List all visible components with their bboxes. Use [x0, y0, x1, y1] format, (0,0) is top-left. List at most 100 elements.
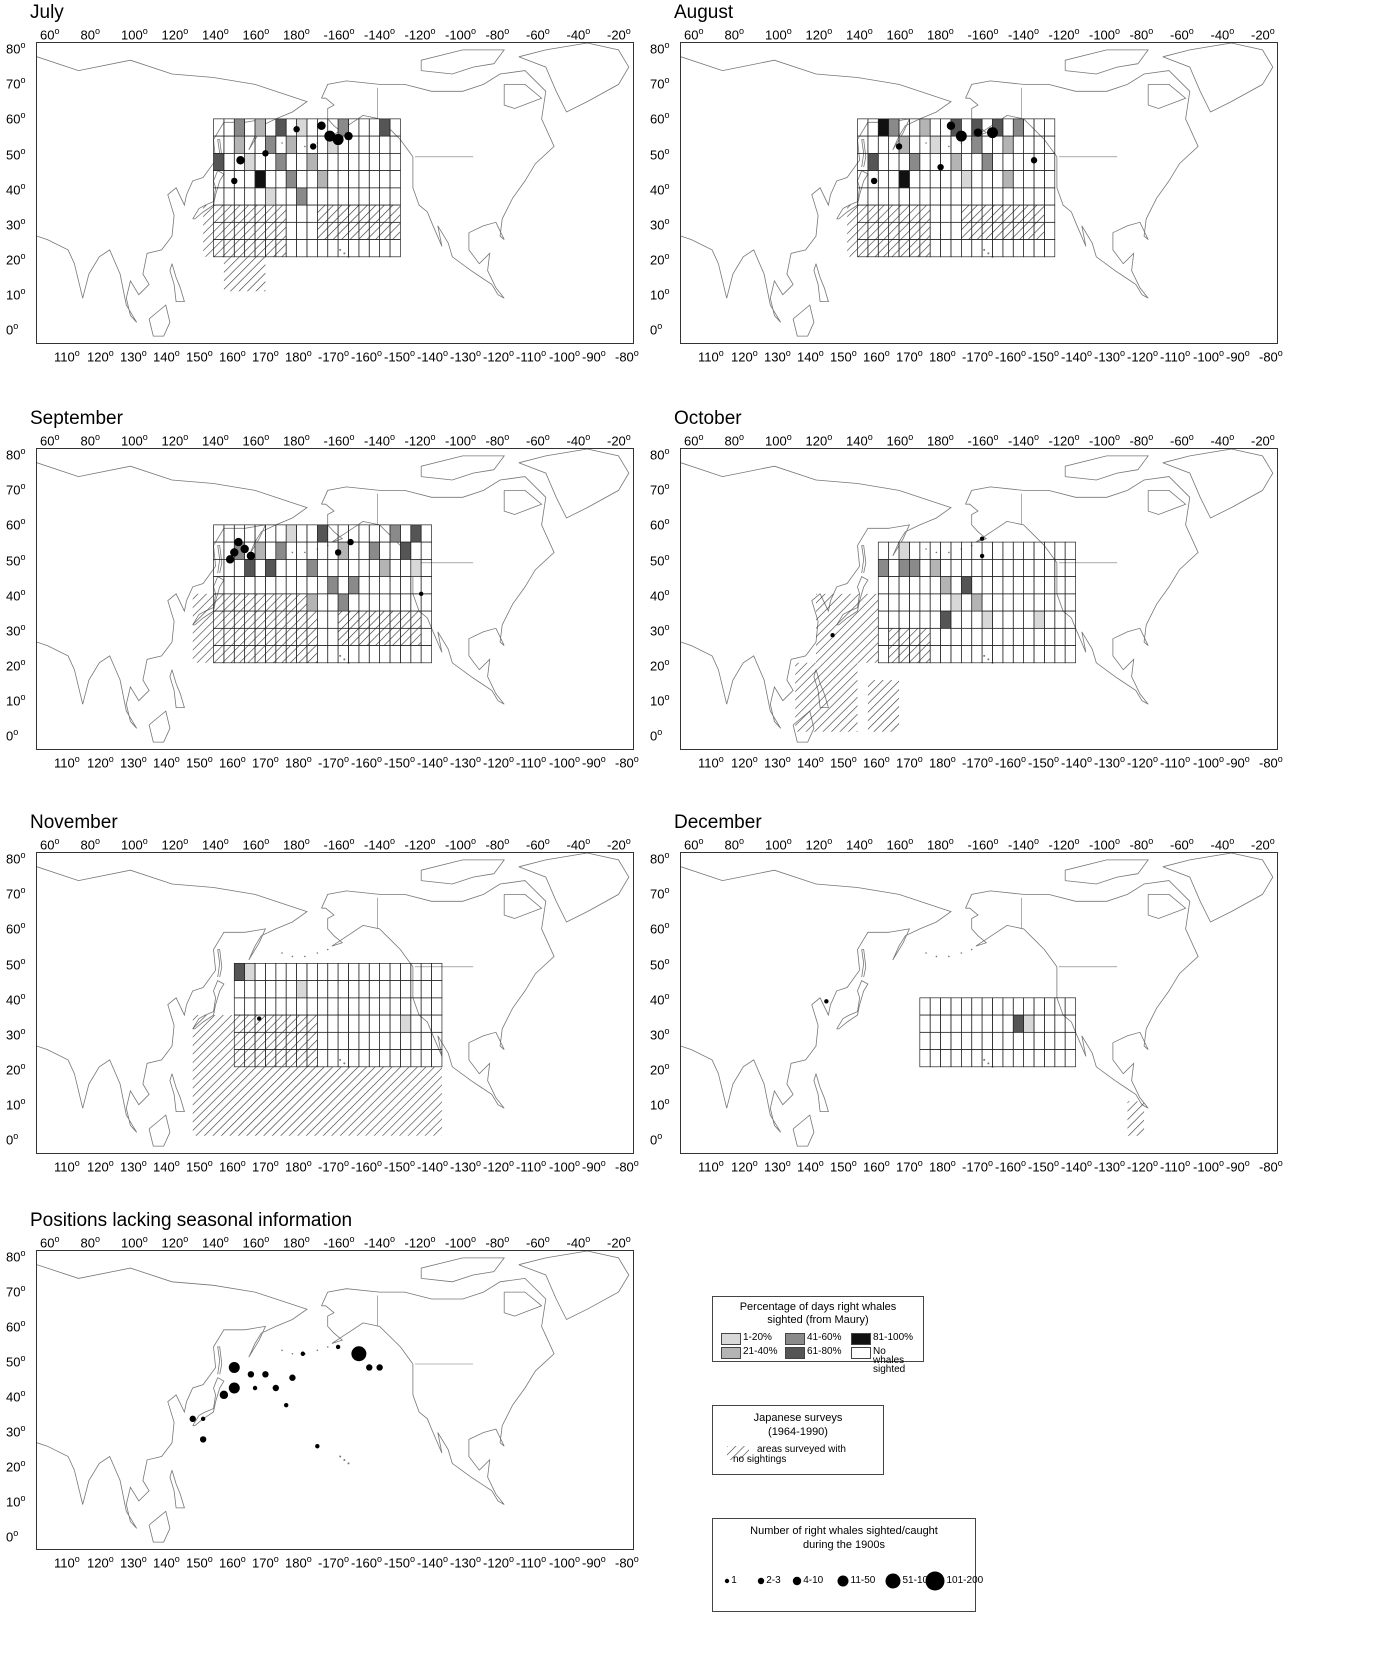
grid-cell	[950, 576, 962, 595]
grid-cell	[285, 135, 297, 154]
grid-cell	[1044, 118, 1056, 137]
bottom-lon-tick: 180o	[285, 348, 312, 365]
grid-cell	[1033, 558, 1045, 577]
legend-swatch	[785, 1333, 805, 1345]
grid-cell	[379, 576, 391, 595]
legend-label: 51-10	[902, 1575, 929, 1586]
top-lon-tick: -120o	[404, 432, 436, 449]
grid-cell	[1023, 1014, 1035, 1033]
grid-cell	[337, 239, 349, 258]
top-lon-tick: 60o	[40, 836, 60, 853]
top-lon-tick: -140o	[1008, 26, 1040, 43]
grid-cell	[1064, 541, 1076, 560]
bottom-lon-tick: -160o	[995, 754, 1027, 771]
grid-cell	[316, 610, 329, 629]
grid-cell	[877, 135, 890, 154]
sighting-dot	[247, 1371, 255, 1378]
top-lon-tick: -80o	[1129, 836, 1154, 853]
sighting-dot	[219, 1390, 229, 1400]
grid-cell	[420, 645, 432, 664]
grid-cell	[379, 118, 391, 137]
grid-cell	[410, 576, 422, 595]
grid-cell	[233, 118, 246, 137]
grid-cell	[327, 187, 339, 206]
lat-tick: 20o	[6, 1061, 26, 1078]
grid-cell	[1023, 610, 1035, 629]
bottom-lon-tick: 160o	[863, 1158, 890, 1175]
sighting-dot	[351, 1346, 367, 1362]
legend-swatch	[851, 1347, 871, 1359]
sighting-dot	[252, 1385, 258, 1391]
map-canvas	[37, 43, 630, 337]
grid-cell	[296, 135, 308, 154]
grid-cell	[950, 610, 962, 629]
grid-cell	[1044, 610, 1056, 629]
grid-cell	[275, 962, 287, 981]
lat-tick: 80o	[6, 1248, 26, 1265]
grid-cell	[265, 962, 277, 981]
top-lon-tick: 160o	[886, 432, 914, 449]
grid-cell	[919, 118, 931, 137]
grid-cell	[1064, 558, 1076, 577]
grid-cell	[1064, 1031, 1076, 1050]
bottom-lon-tick: 160o	[219, 348, 246, 365]
grid-cell	[898, 152, 910, 171]
bottom-lon-tick: -90o	[582, 348, 606, 365]
bottom-lon-tick: -160o	[351, 1554, 383, 1571]
grid-cell	[950, 221, 962, 240]
grid-cell	[379, 980, 391, 999]
bottom-lon-tick: 120o	[731, 754, 758, 771]
lat-tick: 50o	[650, 955, 670, 972]
lat-tick: 70o	[6, 885, 26, 902]
grid-cell	[275, 170, 287, 189]
grid-cell	[306, 118, 318, 137]
grid-cell	[992, 1014, 1004, 1033]
grid-cell	[244, 997, 256, 1016]
grid-cell	[348, 558, 360, 577]
grid-cell	[1044, 221, 1056, 240]
bottom-lon-tick: -130o	[450, 348, 482, 365]
grid-cell	[306, 239, 318, 258]
bottom-lon-tick: 120o	[87, 754, 114, 771]
grid-cell	[389, 239, 401, 258]
bottom-lon-tick: -150o	[1028, 348, 1060, 365]
grid-cell	[275, 558, 287, 577]
grid-cell	[389, 997, 401, 1016]
grid-cell	[877, 593, 890, 612]
bottom-lon-tick: 140o	[153, 348, 180, 365]
bottom-lon-tick: -80o	[615, 1554, 639, 1571]
grid-cell	[296, 962, 308, 981]
grid-cell	[379, 541, 391, 560]
grid-cell	[368, 1014, 380, 1033]
lat-tick: 50o	[650, 145, 670, 162]
grid-cell	[327, 962, 339, 981]
grid-cell	[877, 627, 890, 646]
grid-cell	[368, 997, 380, 1016]
grid-cell	[213, 118, 225, 137]
grid-cell	[1012, 1031, 1024, 1050]
grid-cell	[919, 1049, 931, 1068]
sighting-dot	[324, 130, 336, 142]
grid-cell	[981, 997, 993, 1016]
grid-cell	[389, 187, 401, 206]
grid-cell	[867, 118, 879, 137]
top-lon-tick: 120o	[805, 836, 833, 853]
lat-tick: 10o	[6, 286, 26, 303]
grid-cell	[275, 541, 287, 560]
sighting-dot	[946, 121, 956, 130]
grid-cell	[285, 558, 297, 577]
top-lon-tick: 120o	[161, 26, 189, 43]
grid-cell	[888, 558, 900, 577]
bottom-lon-tick: -170o	[962, 754, 994, 771]
grid-cell	[1064, 1049, 1076, 1068]
grid-cell	[992, 170, 1004, 189]
grid-cell	[389, 980, 401, 999]
grid-cell	[929, 1049, 941, 1068]
grid-cell	[981, 1014, 993, 1033]
grid-cell	[1012, 1049, 1024, 1068]
grid-cell	[420, 558, 432, 577]
grid-cell	[960, 1049, 973, 1068]
grid-cell	[358, 645, 370, 664]
grid-cell	[981, 610, 993, 629]
grid-cell	[306, 593, 318, 612]
